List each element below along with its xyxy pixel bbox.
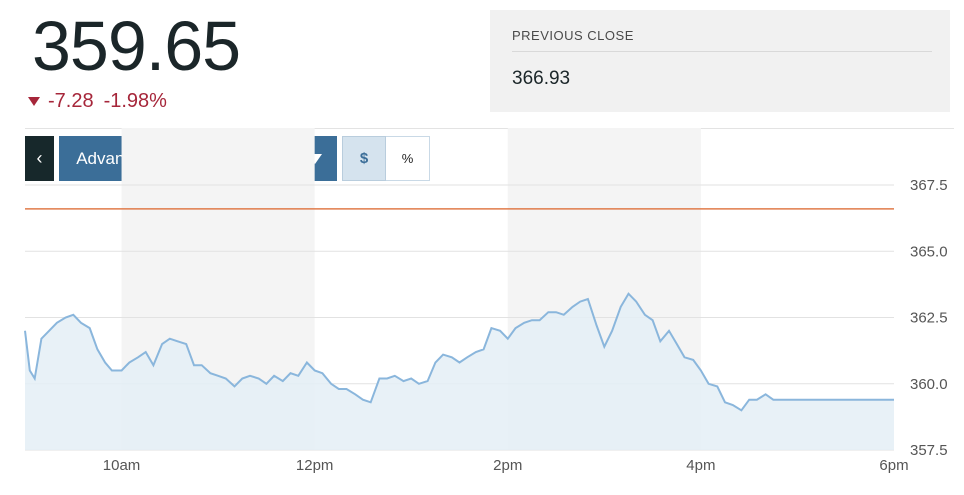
x-tick-label: 2pm — [493, 457, 522, 474]
y-tick-label: 360.0 — [910, 376, 948, 393]
x-axis-labels: 10am 12pm 2pm 4pm 6pm — [103, 457, 909, 474]
caret-down-icon — [308, 154, 322, 164]
change-value: -7.28 — [48, 90, 94, 112]
last-price: 359.65 — [32, 7, 241, 85]
y-tick-label: 357.5 — [910, 442, 948, 459]
divider — [25, 128, 954, 129]
divider — [512, 51, 932, 52]
percent-toggle[interactable]: % — [386, 136, 430, 181]
y-tick-label: 362.5 — [910, 310, 948, 327]
x-tick-label: 6pm — [879, 457, 908, 474]
x-tick-label: 10am — [103, 457, 141, 474]
y-tick-label: 367.5 — [910, 177, 948, 194]
change-percent: -1.98% — [103, 90, 167, 112]
x-tick-label: 4pm — [686, 457, 715, 474]
previous-close-panel: PREVIOUS CLOSE 366.93 — [490, 10, 950, 112]
chevron-left-icon: ‹ — [36, 148, 43, 168]
y-tick-label: 365.0 — [910, 243, 948, 260]
price-line — [24, 292, 894, 412]
price-area — [25, 293, 894, 450]
price-change: -7.28 -1.98% — [28, 88, 167, 114]
triangle-down-icon — [28, 96, 40, 106]
y-axis-labels: 357.5 360.0 362.5 365.0 367.5 — [910, 177, 948, 459]
previous-close-label: PREVIOUS CLOSE — [512, 28, 634, 43]
collapse-button[interactable]: ‹ — [25, 136, 54, 181]
x-tick-label: 12pm — [296, 457, 334, 474]
previous-close-value: 366.93 — [512, 68, 571, 89]
dollar-toggle[interactable]: $ — [342, 136, 386, 181]
